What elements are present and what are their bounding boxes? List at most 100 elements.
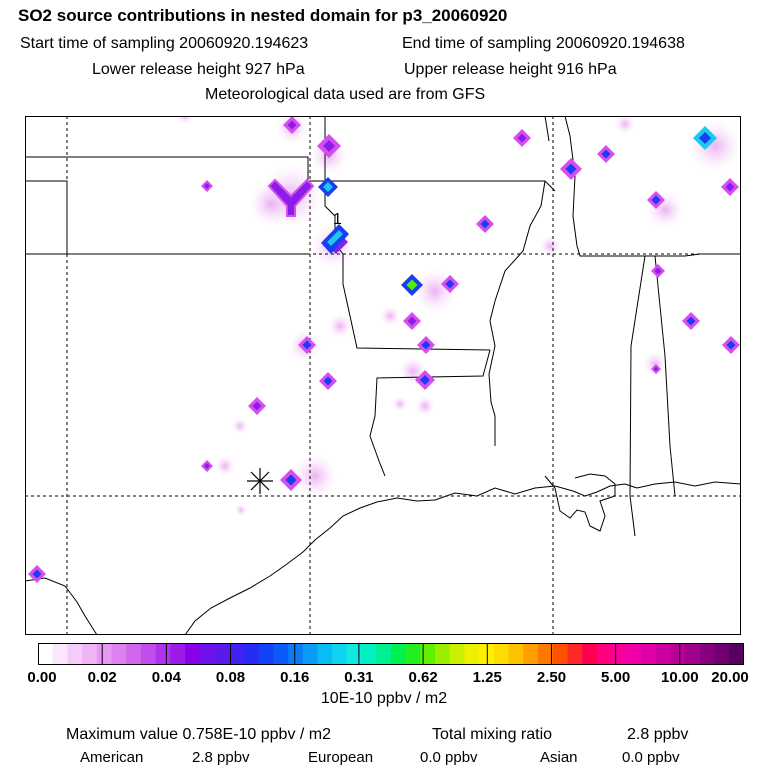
contribution-diamond-core xyxy=(323,182,333,192)
colorbar-cell xyxy=(405,643,422,665)
colorbar-cell xyxy=(493,643,510,665)
colorbar-tick: 20.00 xyxy=(711,669,749,686)
colorbar-tick: 0.00 xyxy=(27,669,57,686)
contribution-diamond-core xyxy=(653,366,659,372)
total-mixing-ratio-value: 2.8 ppbv xyxy=(627,726,689,743)
plume-halo xyxy=(293,454,337,498)
colorbar-cell xyxy=(449,643,466,665)
plume-halo xyxy=(177,116,193,124)
source-contribution-cells xyxy=(28,116,740,583)
colorbar-cell xyxy=(96,643,113,665)
colorbar-cell xyxy=(346,643,363,665)
colorbar-cell xyxy=(243,643,260,665)
plume-halo xyxy=(615,116,635,134)
colorbar-cell xyxy=(229,643,245,665)
colorbar-cell xyxy=(258,643,274,665)
colorbar-tick: 0.31 xyxy=(344,669,374,686)
plume-halo xyxy=(215,456,235,476)
contribution-diamond-core xyxy=(601,149,611,159)
contribution-diamond-core xyxy=(725,182,735,192)
colorbar-cell xyxy=(82,643,98,665)
contribution-diamond-core xyxy=(726,340,736,350)
contribution-diamond-core xyxy=(445,279,455,289)
contribution-diamond-core xyxy=(287,120,297,130)
coastline xyxy=(25,481,741,635)
colorbar-cell xyxy=(140,643,157,665)
colorbar-cell xyxy=(376,643,392,665)
upper-release-label: Upper release height 916 hPa xyxy=(404,61,617,78)
colorbar-cell xyxy=(523,643,539,665)
colorbar-cell xyxy=(185,643,201,665)
colorbar-cell xyxy=(582,643,598,665)
contribution-diamond-core xyxy=(407,316,417,326)
contribution-diamond-core xyxy=(204,463,210,469)
colorbar-cell xyxy=(670,643,686,665)
colorbar-cell xyxy=(655,643,672,665)
colorbar-cell xyxy=(538,643,554,665)
map-frame xyxy=(25,116,741,635)
colorbar-cell xyxy=(420,643,436,665)
plume-halo xyxy=(235,504,247,516)
colorbar-cell xyxy=(317,643,333,665)
map-panel: 1 xyxy=(25,116,741,635)
lower-release-label: Lower release height 927 hPa xyxy=(92,61,305,78)
colorbar-cell xyxy=(464,643,480,665)
trajectory-label: 1 xyxy=(333,211,342,228)
colorbar-cell xyxy=(199,643,216,665)
plume-halo xyxy=(380,306,400,326)
colorbar-cell xyxy=(361,643,377,665)
colorbar-cell xyxy=(332,643,348,665)
end-time-label: End time of sampling 20060920.194638 xyxy=(402,35,685,52)
colorbar-cell xyxy=(626,643,642,665)
colorbar-tick: 0.02 xyxy=(87,669,117,686)
colorbar-cell xyxy=(170,643,186,665)
plume-halo xyxy=(540,236,560,256)
american-value: 2.8 ppbv xyxy=(192,749,250,766)
colorbar-cell xyxy=(391,643,407,665)
contribution-diamond-core xyxy=(323,376,333,386)
colorbar-cell xyxy=(435,643,451,665)
contribution-diamond-core xyxy=(204,183,210,189)
colorbar-cell xyxy=(729,643,744,665)
contribution-diamond-core xyxy=(654,267,662,275)
colorbar-cell xyxy=(155,643,171,665)
contribution-diamond-core xyxy=(406,279,418,291)
colorbar-cell xyxy=(38,643,54,665)
colorbar-cell xyxy=(596,643,613,665)
colorbar-cell xyxy=(567,643,583,665)
colorbar-tick: 0.04 xyxy=(151,669,181,686)
contribution-diamond-core xyxy=(517,133,527,143)
contribution-diamond-core xyxy=(421,340,431,350)
plume-halo xyxy=(392,396,408,412)
colorbar-cell xyxy=(552,643,569,665)
met-data-label: Meteorological data used are from GFS xyxy=(205,86,486,103)
colorbar-cell xyxy=(611,643,627,665)
colorbar-tick: 1.25 xyxy=(472,669,502,686)
colorbar-tick: 0.62 xyxy=(408,669,438,686)
colorbar-cell xyxy=(126,643,142,665)
colorbar-cell xyxy=(52,643,69,665)
plume-halo xyxy=(328,314,352,338)
plume-halo xyxy=(643,352,667,376)
asian-label: Asian xyxy=(540,749,578,766)
start-time-label: Start time of sampling 20060920.194623 xyxy=(20,35,309,52)
contribution-diamond-core xyxy=(699,132,711,144)
colorbar-cell xyxy=(273,643,289,665)
contribution-diamond-core xyxy=(480,219,490,229)
colorbar-cell xyxy=(302,643,319,665)
colorbar-tick: 0.08 xyxy=(215,669,246,686)
colorbar-cell xyxy=(67,643,83,665)
plume-v-shape xyxy=(267,178,315,217)
source-location-marker xyxy=(247,468,273,494)
colorbar-cell xyxy=(714,643,730,665)
colorbar-units: 10E-10 ppbv / m2 xyxy=(320,690,448,707)
colorbar-tick: 0.16 xyxy=(280,669,310,686)
contribution-diamond-core xyxy=(420,375,430,385)
colorbar-cell xyxy=(214,643,230,665)
asian-value: 0.0 ppbv xyxy=(622,749,680,766)
page-title: SO2 source contributions in nested domai… xyxy=(18,6,508,25)
colorbar xyxy=(38,643,744,665)
contribution-diamond-core xyxy=(302,340,312,350)
plume-halo xyxy=(415,396,435,416)
plume-halo xyxy=(689,120,741,172)
